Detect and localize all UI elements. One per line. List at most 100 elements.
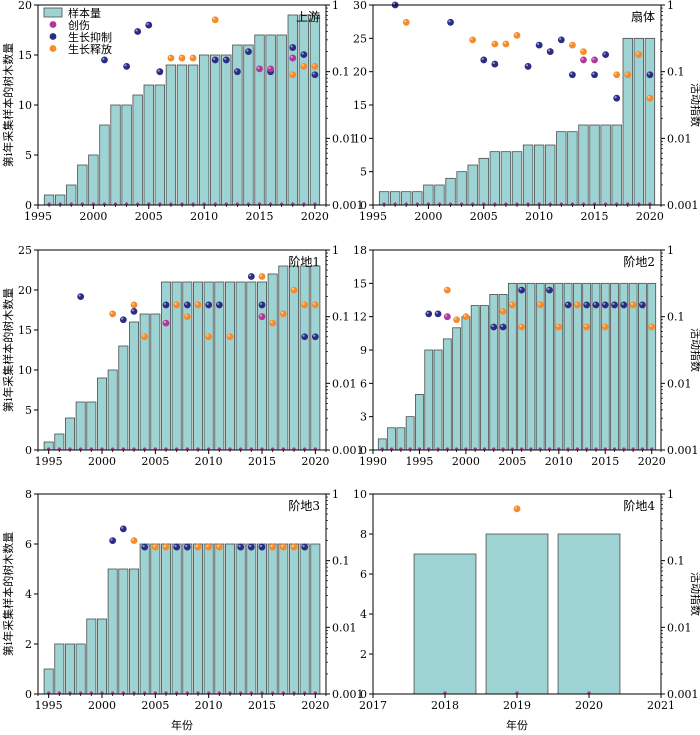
sample-size-bar xyxy=(86,618,97,695)
release-marker xyxy=(311,301,319,309)
left-tick-label: 20 xyxy=(18,284,32,297)
sample-size-bar xyxy=(622,37,633,206)
release-marker-disc xyxy=(178,54,186,62)
release-marker-highlight xyxy=(636,52,639,55)
sample-size-bar xyxy=(118,345,129,451)
suppression-marker-highlight xyxy=(146,22,149,26)
release-marker-disc xyxy=(568,41,576,49)
sample-size-bar xyxy=(235,543,246,695)
suppression-marker-highlight xyxy=(435,311,439,314)
sample-size-bar xyxy=(154,84,166,206)
left-tick-label: 30 xyxy=(353,0,367,12)
suppression-marker-disc xyxy=(173,543,181,551)
release-marker xyxy=(629,301,637,309)
release-marker-highlight xyxy=(514,506,518,509)
suppression-marker-disc xyxy=(156,68,164,76)
suppression-marker-disc xyxy=(119,316,127,324)
suppression-marker-highlight xyxy=(500,324,504,327)
sample-size-bar xyxy=(165,64,177,206)
release-marker xyxy=(443,286,451,294)
release-marker-highlight xyxy=(312,64,315,67)
right-tick-label: 0.01 xyxy=(667,621,692,634)
sample-size-bar xyxy=(413,553,477,695)
suppression-marker xyxy=(183,301,191,309)
sample-size-bar xyxy=(470,305,480,451)
right-tick-label: 0.001 xyxy=(667,688,699,701)
suppression-marker xyxy=(247,273,255,280)
suppression-marker xyxy=(300,51,308,59)
release-marker-disc xyxy=(573,301,581,309)
right-tick-label: 0.1 xyxy=(332,66,350,79)
release-marker xyxy=(289,71,297,79)
suppression-marker-disc xyxy=(524,62,532,70)
suppression-marker xyxy=(447,18,454,26)
sample-size-bar xyxy=(187,64,199,206)
x-tick-label: 1995 xyxy=(35,455,63,468)
release-marker-disc xyxy=(162,543,170,551)
x-tick-label: 2015 xyxy=(591,455,619,468)
legend-marker-suppression xyxy=(49,33,57,40)
left-tick-label: 9 xyxy=(360,344,367,357)
x-tick-label: 2005 xyxy=(141,699,169,712)
suppression-marker-highlight xyxy=(481,57,484,60)
legend-marker-release xyxy=(49,45,57,52)
sample-size-bar xyxy=(289,265,299,451)
suppression-marker-disc xyxy=(311,71,319,79)
sample-size-bar xyxy=(110,104,121,206)
suppression-marker-highlight xyxy=(259,302,262,305)
suppression-marker xyxy=(134,28,142,35)
suppression-marker-disc xyxy=(583,301,591,309)
suppression-marker-disc xyxy=(141,543,149,551)
release-marker-disc xyxy=(189,54,197,62)
suppression-marker-disc xyxy=(620,301,628,309)
suppression-marker-highlight xyxy=(448,20,451,23)
suppression-marker xyxy=(119,525,127,533)
release-marker-disc xyxy=(205,333,213,341)
release-marker-disc xyxy=(518,323,526,331)
suppression-marker-highlight xyxy=(570,72,573,75)
release-marker-highlight xyxy=(153,544,156,548)
sample-size-bar xyxy=(589,124,600,206)
injury-marker-disc xyxy=(256,65,263,73)
suppression-marker xyxy=(592,301,600,309)
release-marker-disc xyxy=(635,51,643,59)
right-tick-label: 0.01 xyxy=(332,132,357,145)
sample-size-bar xyxy=(485,533,549,695)
suppression-marker-disc xyxy=(245,48,252,55)
injury-marker-highlight xyxy=(581,57,584,60)
sample-size-bar xyxy=(628,282,638,451)
injury-marker-disc xyxy=(289,54,297,62)
suppression-marker xyxy=(434,310,442,318)
injury-marker-highlight xyxy=(163,320,166,324)
release-marker-highlight xyxy=(131,538,134,541)
suppression-marker xyxy=(258,301,266,309)
x-tick-label: 2005 xyxy=(498,455,526,468)
sample-size-bar xyxy=(246,543,257,695)
suppression-marker-highlight xyxy=(647,72,650,75)
sample-size-bar xyxy=(423,184,434,206)
suppression-marker xyxy=(601,301,609,309)
release-marker xyxy=(513,31,521,39)
sample-size-bar xyxy=(526,282,536,451)
left-tick-label: 8 xyxy=(360,528,367,541)
sample-size-bar xyxy=(161,543,171,695)
suppression-marker-disc xyxy=(601,301,609,309)
release-marker-highlight xyxy=(581,49,584,52)
release-marker-disc xyxy=(613,71,621,79)
suppression-marker-disc xyxy=(490,323,498,331)
sample-size-bar xyxy=(267,543,278,695)
sample-size-bar xyxy=(442,338,452,451)
sample-size-bar xyxy=(129,568,139,695)
suppression-marker xyxy=(602,51,610,59)
release-marker xyxy=(536,301,544,309)
left-tick-label: 0 xyxy=(25,444,32,457)
suppression-marker-highlight xyxy=(312,72,315,75)
sample-size-bar xyxy=(434,184,445,206)
right-tick-label: 0.1 xyxy=(667,555,685,568)
sample-size-bar xyxy=(43,668,54,695)
release-marker-highlight xyxy=(313,302,316,305)
release-marker-highlight xyxy=(463,314,466,317)
suppression-marker-disc xyxy=(434,310,442,318)
suppression-marker-highlight xyxy=(536,42,540,46)
